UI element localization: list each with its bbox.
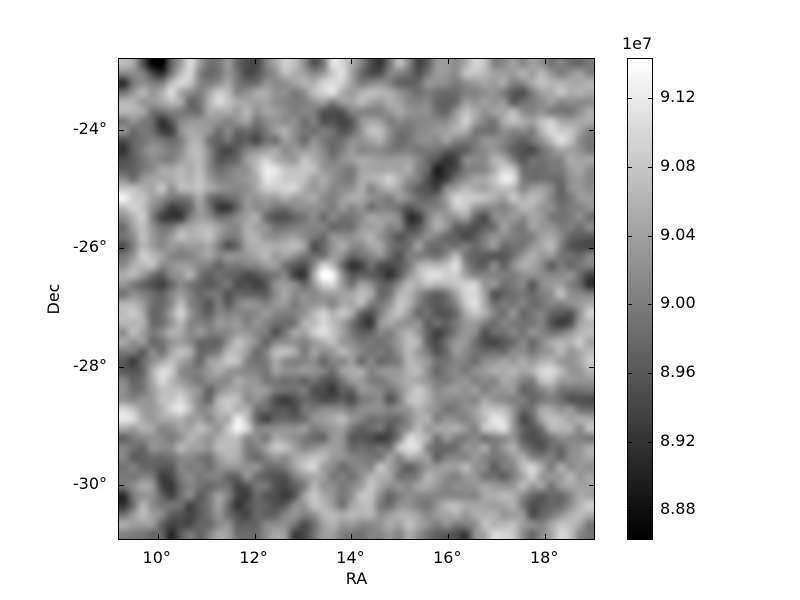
colorbar-tick-label: 9.00: [660, 293, 696, 313]
x-tick-mark: [351, 59, 353, 64]
colorbar-tick-mark: [648, 304, 652, 306]
colorbar-tick-mark: [648, 510, 652, 512]
x-tick-label: 18°: [529, 548, 559, 567]
colorbar-tick-mark: [648, 372, 652, 374]
colorbar-tick-mark: [648, 235, 652, 237]
y-tick-label: -30°: [72, 473, 107, 493]
sky-map-image: [119, 59, 594, 539]
colorbar-tick-label: 8.92: [660, 430, 696, 450]
colorbar-tick-mark: [628, 441, 632, 443]
colorbar-tick-mark: [628, 510, 632, 512]
x-tick-mark: [157, 534, 159, 539]
x-axis-label: RA: [345, 569, 368, 588]
colorbar-tick-label: 9.12: [660, 87, 696, 107]
y-tick-mark: [119, 484, 124, 486]
y-tick-mark: [589, 129, 594, 131]
x-tick-mark: [254, 534, 256, 539]
x-tick-mark: [351, 534, 353, 539]
x-tick-mark: [448, 59, 450, 64]
x-tick-mark: [448, 534, 450, 539]
colorbar-tick-label: 8.88: [660, 499, 696, 519]
sky-map-axes[interactable]: [118, 58, 595, 540]
colorbar[interactable]: [627, 58, 653, 540]
y-tick-label: -28°: [72, 355, 107, 375]
colorbar-tick-label: 8.96: [660, 361, 696, 381]
colorbar-tick-mark: [628, 167, 632, 169]
colorbar-tick-mark: [628, 372, 632, 374]
colorbar-tick-mark: [648, 441, 652, 443]
y-tick-mark: [589, 484, 594, 486]
colorbar-tick-mark: [628, 304, 632, 306]
x-tick-mark: [157, 59, 159, 64]
y-tick-mark: [119, 248, 124, 250]
colorbar-tick-mark: [648, 167, 652, 169]
y-tick-mark: [119, 129, 124, 131]
y-tick-label: -26°: [72, 237, 107, 257]
y-tick-mark: [589, 366, 594, 368]
x-tick-label: 10°: [142, 548, 171, 567]
x-tick-label: 16°: [433, 548, 462, 567]
y-tick-mark: [119, 366, 124, 368]
x-tick-mark: [545, 59, 547, 64]
y-tick-mark: [589, 248, 594, 250]
x-tick-label: 14°: [336, 548, 365, 567]
y-axis-label: Dec: [44, 283, 63, 315]
colorbar-tick-label: 9.04: [660, 224, 696, 244]
y-tick-label: -24°: [72, 118, 107, 138]
colorbar-tick-mark: [628, 98, 632, 100]
colorbar-tick-mark: [648, 98, 652, 100]
x-tick-label: 12°: [239, 548, 268, 567]
colorbar-offset-text: 1e7: [622, 34, 653, 53]
colorbar-tick-mark: [628, 235, 632, 237]
x-tick-mark: [545, 534, 547, 539]
x-tick-mark: [254, 59, 256, 64]
colorbar-tick-label: 9.08: [660, 156, 696, 176]
